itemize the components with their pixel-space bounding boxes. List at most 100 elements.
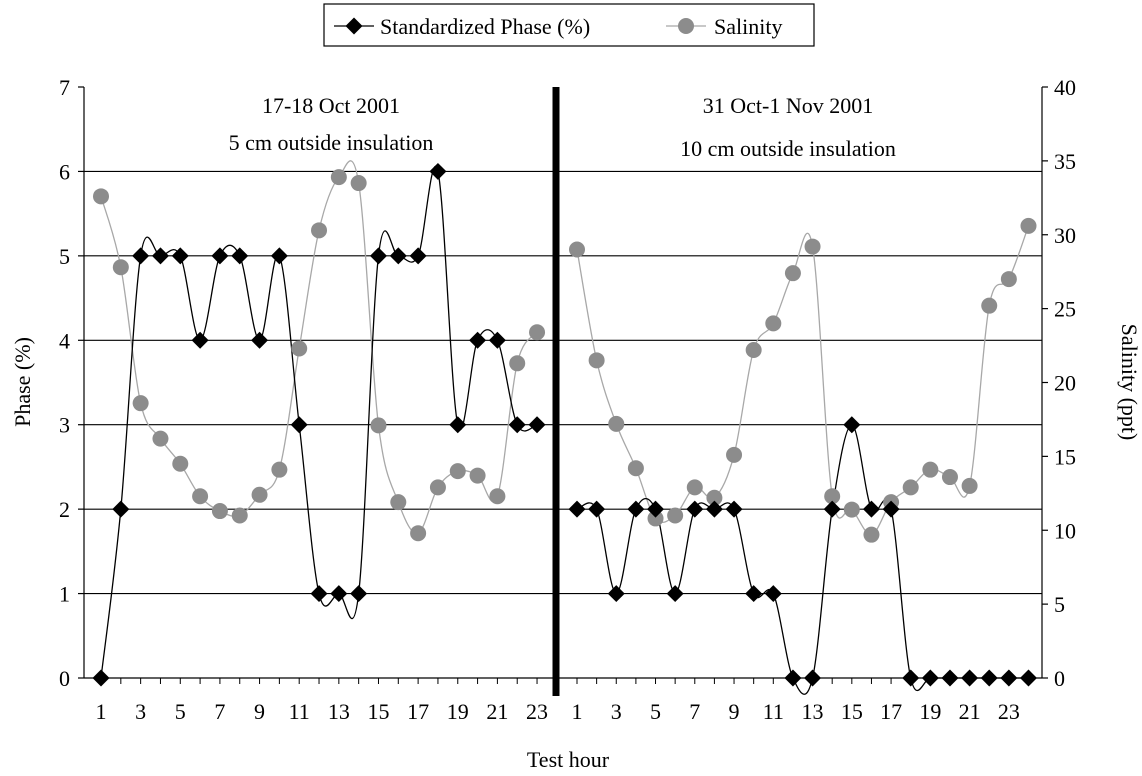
phase-point (686, 500, 704, 518)
salinity-point (132, 395, 149, 412)
phase-point (745, 585, 763, 603)
phase-point (488, 331, 506, 349)
x-tick-label: 15 (841, 699, 863, 724)
phase-point (843, 416, 861, 434)
phase-point (389, 247, 407, 265)
y-axis-left-label: Phase (%) (10, 337, 35, 427)
salinity-point (843, 501, 860, 518)
x-tick-label: 11 (763, 699, 784, 724)
x-tick-label: 13 (328, 699, 350, 724)
left-tick-label: 4 (59, 328, 70, 353)
phase-point (290, 416, 308, 434)
legend-salinity-marker (678, 18, 694, 34)
phase-point (882, 500, 900, 518)
left-tick-label: 7 (59, 75, 70, 100)
panel-1 (92, 160, 546, 687)
salinity-point (961, 477, 978, 494)
x-tick-label: 5 (175, 699, 186, 724)
x-tick-label: 23 (998, 699, 1020, 724)
phase-point (270, 247, 288, 265)
legend-salinity-label: Salinity (714, 14, 782, 39)
x-tick-label: 17 (880, 699, 902, 724)
salinity-point (509, 355, 526, 372)
phase-point (469, 331, 487, 349)
x-tick-label: 3 (135, 699, 146, 724)
phase-point (310, 585, 328, 603)
x-tick-label: 15 (367, 699, 389, 724)
left-tick-label: 3 (59, 413, 70, 438)
right-axis-ticks: 0 5 10 15 20 25 30 35 40 (1042, 75, 1076, 691)
x-tick-label: 3 (611, 699, 622, 724)
x-tick-label: 21 (486, 699, 508, 724)
phase-point (921, 669, 939, 687)
salinity-point (804, 238, 821, 255)
salinity-point (291, 340, 308, 357)
salinity-point (726, 446, 743, 463)
salinity-point (429, 479, 446, 496)
phase-point (627, 500, 645, 518)
salinity-point (667, 507, 684, 524)
phase-point (449, 416, 467, 434)
legend-phase-label: Standardized Phase (%) (380, 14, 590, 39)
salinity-point (588, 352, 605, 369)
left-tick-label: 0 (59, 666, 70, 691)
salinity-point (390, 494, 407, 511)
salinity-point (211, 503, 228, 520)
panel-1-date: 17-18 Oct 2001 (262, 93, 400, 118)
salinity-point (824, 488, 841, 505)
x-axis-ticks: 1 3 5 7 9 11 13 15 17 19 21 23 1 3 5 7 9 11 13 15 17 19 21 23 (96, 678, 1029, 724)
phase-point (92, 669, 110, 687)
phase-point (132, 247, 150, 265)
left-tick-label: 2 (59, 497, 70, 522)
left-tick-label: 5 (59, 244, 70, 269)
salinity-point (569, 241, 585, 258)
salinity-point (350, 175, 367, 192)
right-tick-label: 5 (1054, 592, 1065, 617)
right-tick-label: 30 (1054, 223, 1076, 248)
phase-point (980, 669, 998, 687)
x-tick-label: 7 (689, 699, 700, 724)
phase-point (112, 500, 130, 518)
salinity-point (706, 489, 723, 506)
phase-point (823, 500, 841, 518)
phase-point (902, 669, 920, 687)
salinity-point (231, 507, 248, 524)
phase-point (350, 585, 368, 603)
salinity-point (152, 430, 169, 447)
panels (92, 160, 1037, 695)
salinity-point (112, 259, 129, 276)
phase-point (1000, 669, 1018, 687)
salinity-point (271, 461, 288, 478)
salinity-point (410, 525, 427, 542)
salinity-point (686, 479, 703, 496)
phase-point (647, 500, 665, 518)
salinity-point (981, 297, 998, 314)
phase-point (231, 247, 249, 265)
salinity-point (370, 417, 387, 434)
right-tick-label: 35 (1054, 149, 1076, 174)
phase-point (151, 247, 169, 265)
salinity-point (745, 341, 762, 358)
phase-point (191, 331, 209, 349)
right-tick-label: 15 (1054, 444, 1076, 469)
phase-point (1020, 669, 1037, 687)
salinity-point (529, 324, 546, 341)
phase-point (568, 500, 586, 518)
salinity-series-line (576, 225, 1030, 536)
x-tick-label: 13 (802, 699, 824, 724)
right-tick-label: 10 (1054, 518, 1076, 543)
salinity-point (449, 463, 466, 480)
x-tick-label: 19 (447, 699, 469, 724)
phase-point (588, 500, 606, 518)
panel-2-date: 31 Oct-1 Nov 2001 (703, 93, 873, 118)
salinity-point (311, 222, 328, 239)
salinity-point (647, 510, 664, 527)
legend-frame (323, 3, 815, 47)
panel-1-location: 5 cm outside insulation (229, 130, 434, 155)
salinity-point (251, 486, 268, 503)
x-tick-label: 9 (254, 699, 265, 724)
x-tick-label: 23 (526, 699, 548, 724)
salinity-point (922, 461, 939, 478)
y-axis-right-label: Salinity (ppt) (1117, 324, 1142, 441)
